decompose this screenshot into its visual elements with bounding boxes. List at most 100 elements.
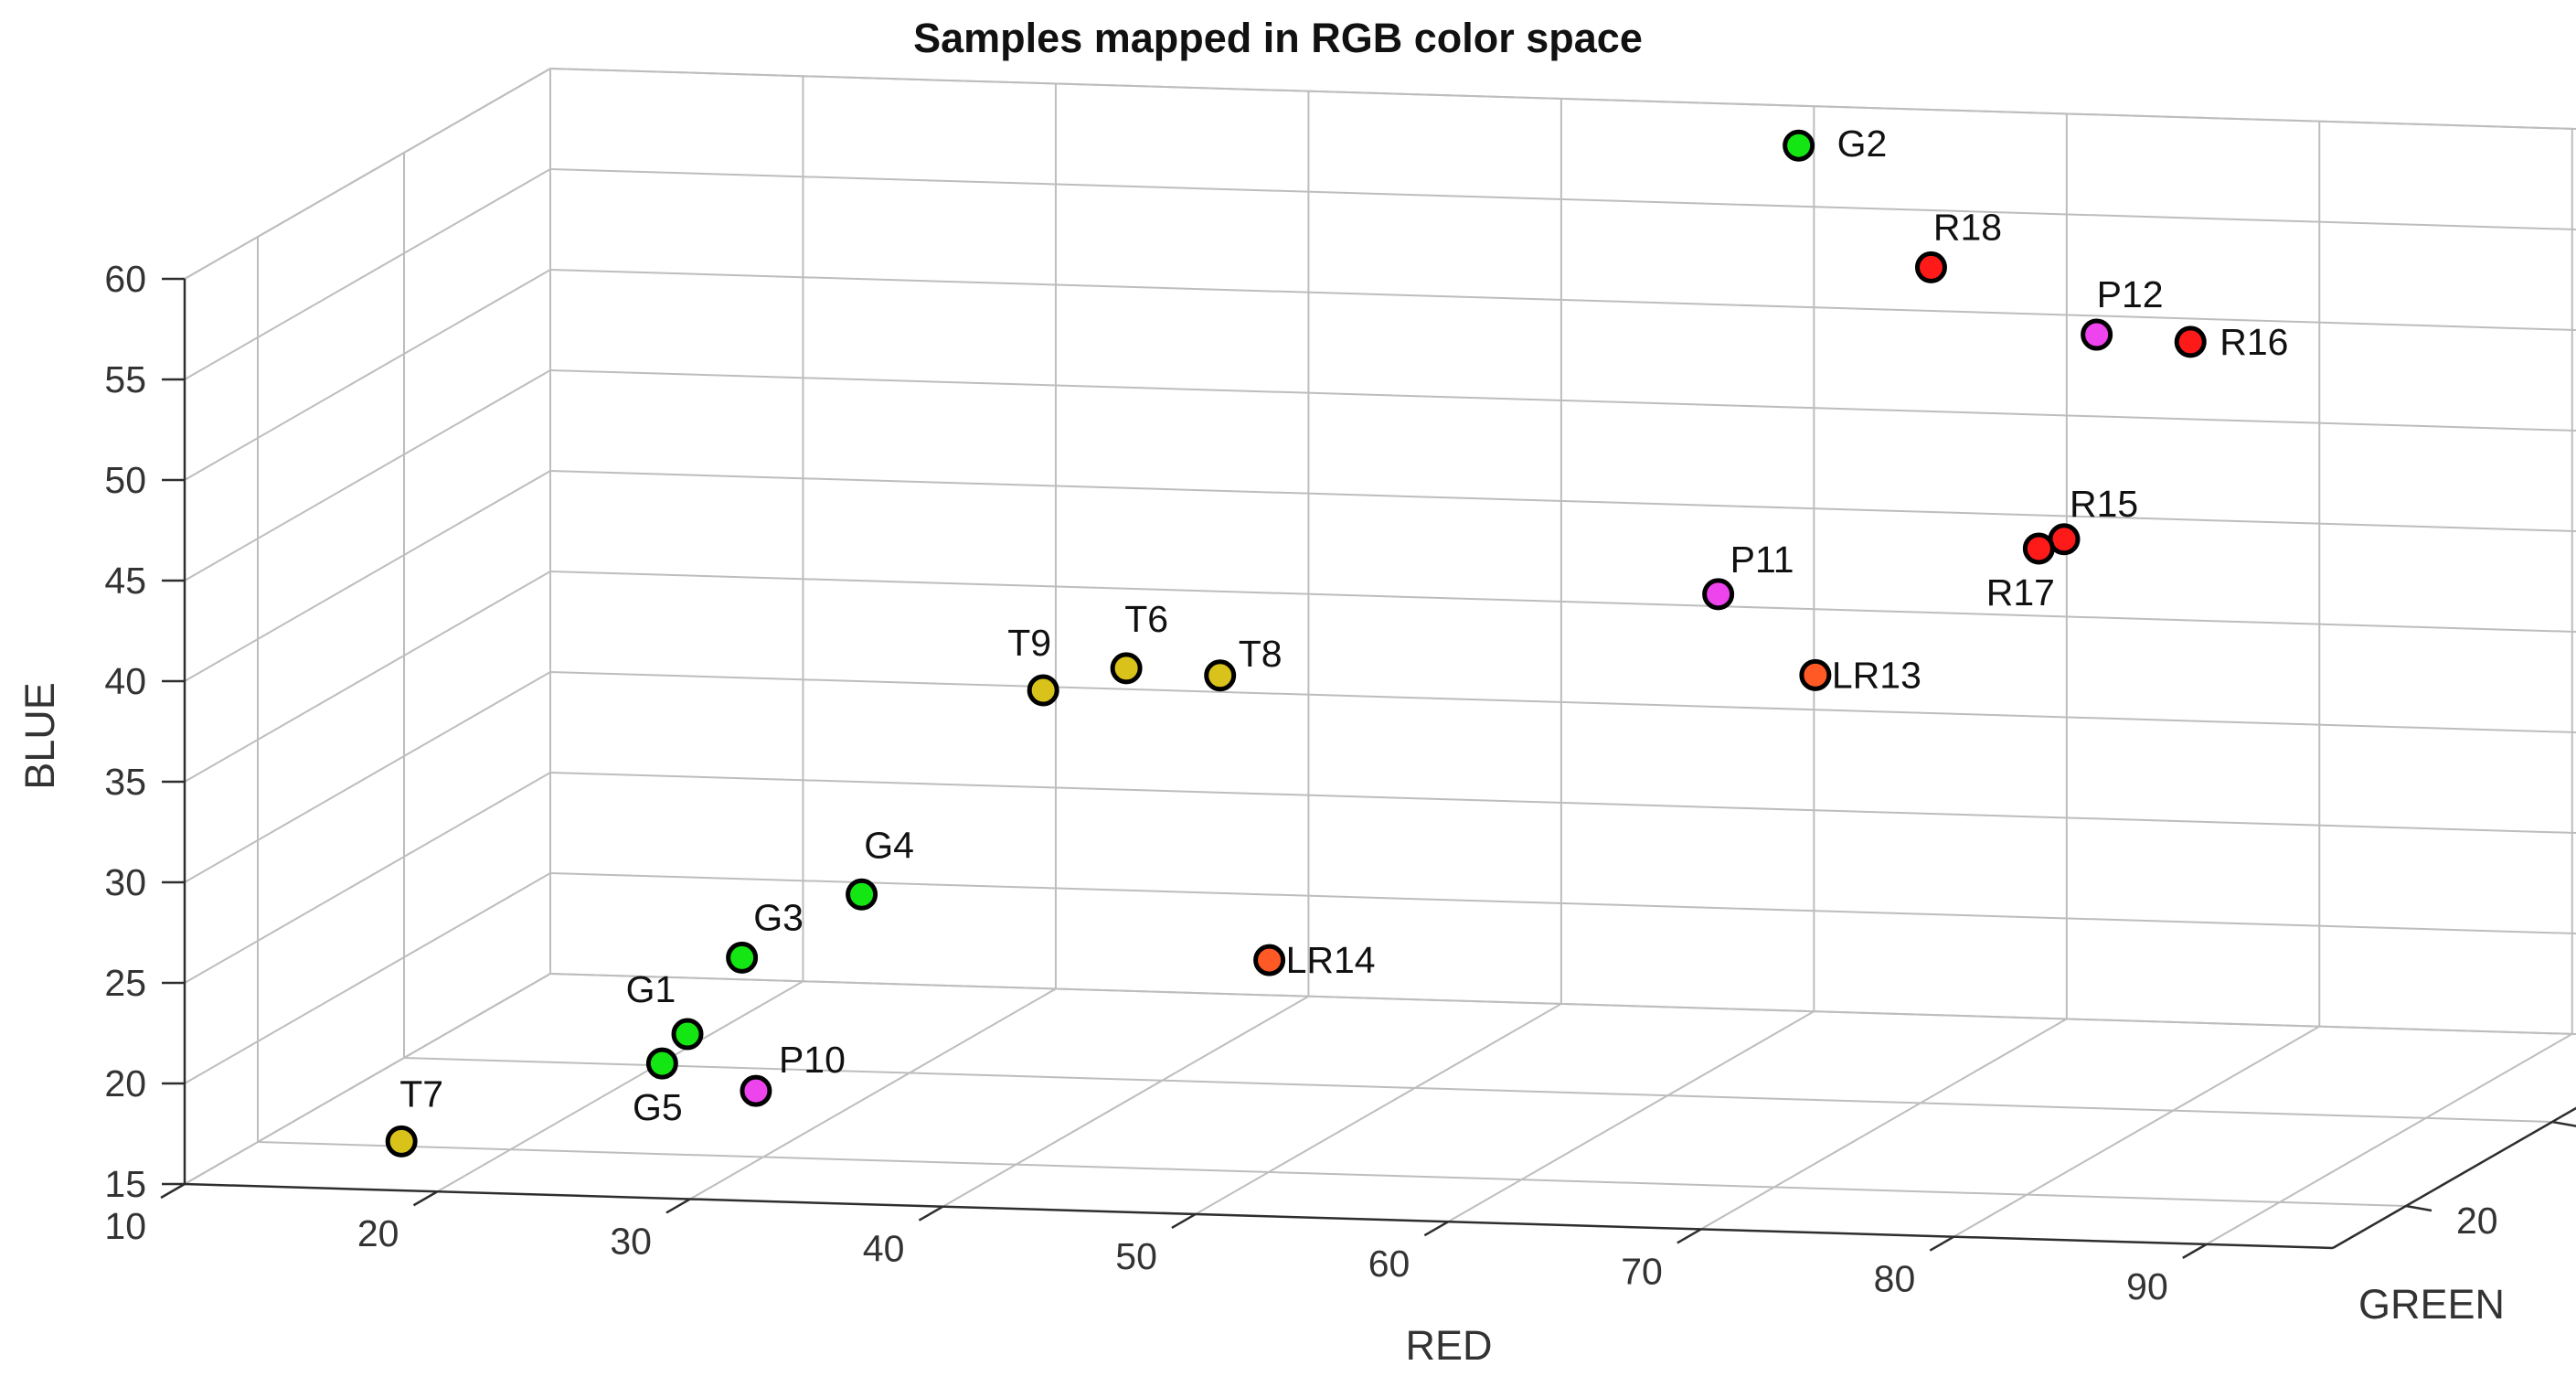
x-axis-line [184,1182,2334,1250]
data-point-label: LR13 [1832,654,1921,696]
y-tick-mark [2405,1204,2432,1212]
data-point-marker [1914,251,1947,283]
tick-labels: 1020304050607080902040601520253035404550… [104,258,2498,1307]
z-tick-label: 45 [104,560,146,602]
x-tick-mark [1929,1235,1954,1252]
z-tick-label: 35 [104,761,146,803]
data-point-marker [1253,944,1286,976]
box-edge [549,68,2576,131]
floor-grid-line [1195,1003,1562,1215]
floor-grid-line [1447,1010,1815,1223]
z-tick-label: 60 [104,258,146,300]
side-wall-grid-line [184,571,551,783]
data-point-label: G3 [753,896,804,938]
data-point-marker [2022,532,2055,565]
data-point-label: P12 [2097,273,2164,315]
data-point-label: T6 [1124,598,1168,640]
x-tick-label: 30 [610,1220,652,1262]
x-tick-mark [1423,1221,1449,1237]
data-point-label: G1 [626,968,676,1010]
data-point-label: R18 [1933,206,2002,248]
back-wall-grid-line [549,470,2576,533]
x-tick-label: 80 [1874,1258,1916,1300]
back-wall-grid-line [549,772,2576,835]
x-axis-label: RED [1405,1322,1492,1369]
back-wall-grid-line [549,269,2576,332]
data-point-marker [740,1074,772,1107]
z-tick-label: 40 [104,660,146,702]
data-point-label: R17 [1986,571,2055,613]
data-point-marker [1110,652,1143,685]
x-tick-label: 20 [357,1212,399,1254]
back-wall-grid-line [549,168,2576,231]
z-tick-label: 55 [104,358,146,400]
z-tick-label: 20 [104,1062,146,1104]
x-tick-label: 10 [104,1205,146,1247]
data-point-marker [1799,658,1832,691]
data-point-marker [2081,318,2113,351]
side-wall-grid-line [184,168,551,380]
x-tick-label: 70 [1621,1250,1663,1292]
data-point-label: R16 [2219,321,2288,363]
floor-grid-line [1700,1018,2068,1231]
data-point-label: G5 [633,1086,683,1128]
data-point-label: P11 [1730,539,1794,581]
z-tick-label: 30 [104,861,146,903]
data-point-label: T8 [1239,633,1283,675]
y-tick-label: 20 [2456,1200,2498,1242]
data-point-label: T7 [399,1072,443,1115]
x-tick-mark [1677,1228,1702,1244]
data-point-label: LR14 [1286,939,1376,981]
floor-grid-line [2206,1033,2573,1245]
data-point-marker [726,941,759,974]
x-tick-mark [665,1198,691,1214]
floor-grid-line [689,987,1057,1200]
z-tick-label: 50 [104,459,146,501]
data-point-marker [1702,578,1735,611]
side-wall-grid-line [184,973,551,1185]
x-tick-mark [918,1205,944,1222]
floor-grid-line [403,1057,2553,1123]
back-wall-grid-line [549,571,2576,634]
side-wall-grid-line [184,369,551,581]
box-edge [2332,1106,2576,1249]
box-edge [184,68,551,280]
floor-grid-line [942,995,1309,1208]
z-tick-label: 15 [104,1163,146,1205]
data-point-marker [671,1018,704,1051]
data-point-marker [1204,659,1237,692]
y-tick-mark [2551,1120,2576,1127]
data-point-marker [645,1047,678,1080]
data-point-label: R15 [2070,483,2138,525]
y-axis-label: GREEN [2358,1281,2505,1328]
x-tick-mark [160,1182,186,1200]
floor-grid-line [436,980,804,1193]
x-tick-mark [412,1190,439,1207]
chart-title: Samples mapped in RGB color space [913,15,1643,61]
data-point-label: P10 [779,1039,846,1081]
data-point-marker [2174,325,2207,358]
back-wall-grid-line [549,671,2576,734]
x-tick-mark [2182,1243,2208,1259]
grid-lines [184,68,2576,1249]
z-axis-label: BLUE [16,682,63,790]
side-wall-grid-line [184,772,551,984]
x-tick-label: 50 [1115,1235,1157,1277]
floor-grid-line [257,1141,2407,1207]
back-wall-grid-line [549,369,2576,432]
x-tick-mark [1171,1212,1197,1230]
data-point-marker [846,878,878,911]
data-point-marker [385,1125,418,1158]
data-point-label: T9 [1007,622,1051,664]
back-wall-grid-line [549,872,2576,935]
side-wall-grid-line [184,470,551,682]
x-tick-label: 60 [1368,1243,1410,1285]
side-wall-grid-line [184,671,551,883]
x-tick-label: 40 [863,1228,905,1270]
floor-grid-line [1953,1025,2320,1238]
data-point-marker [1783,129,1815,162]
side-wall-grid-line [184,269,551,481]
side-wall-grid-line [184,872,551,1084]
back-wall-grid-line [549,973,2576,1036]
